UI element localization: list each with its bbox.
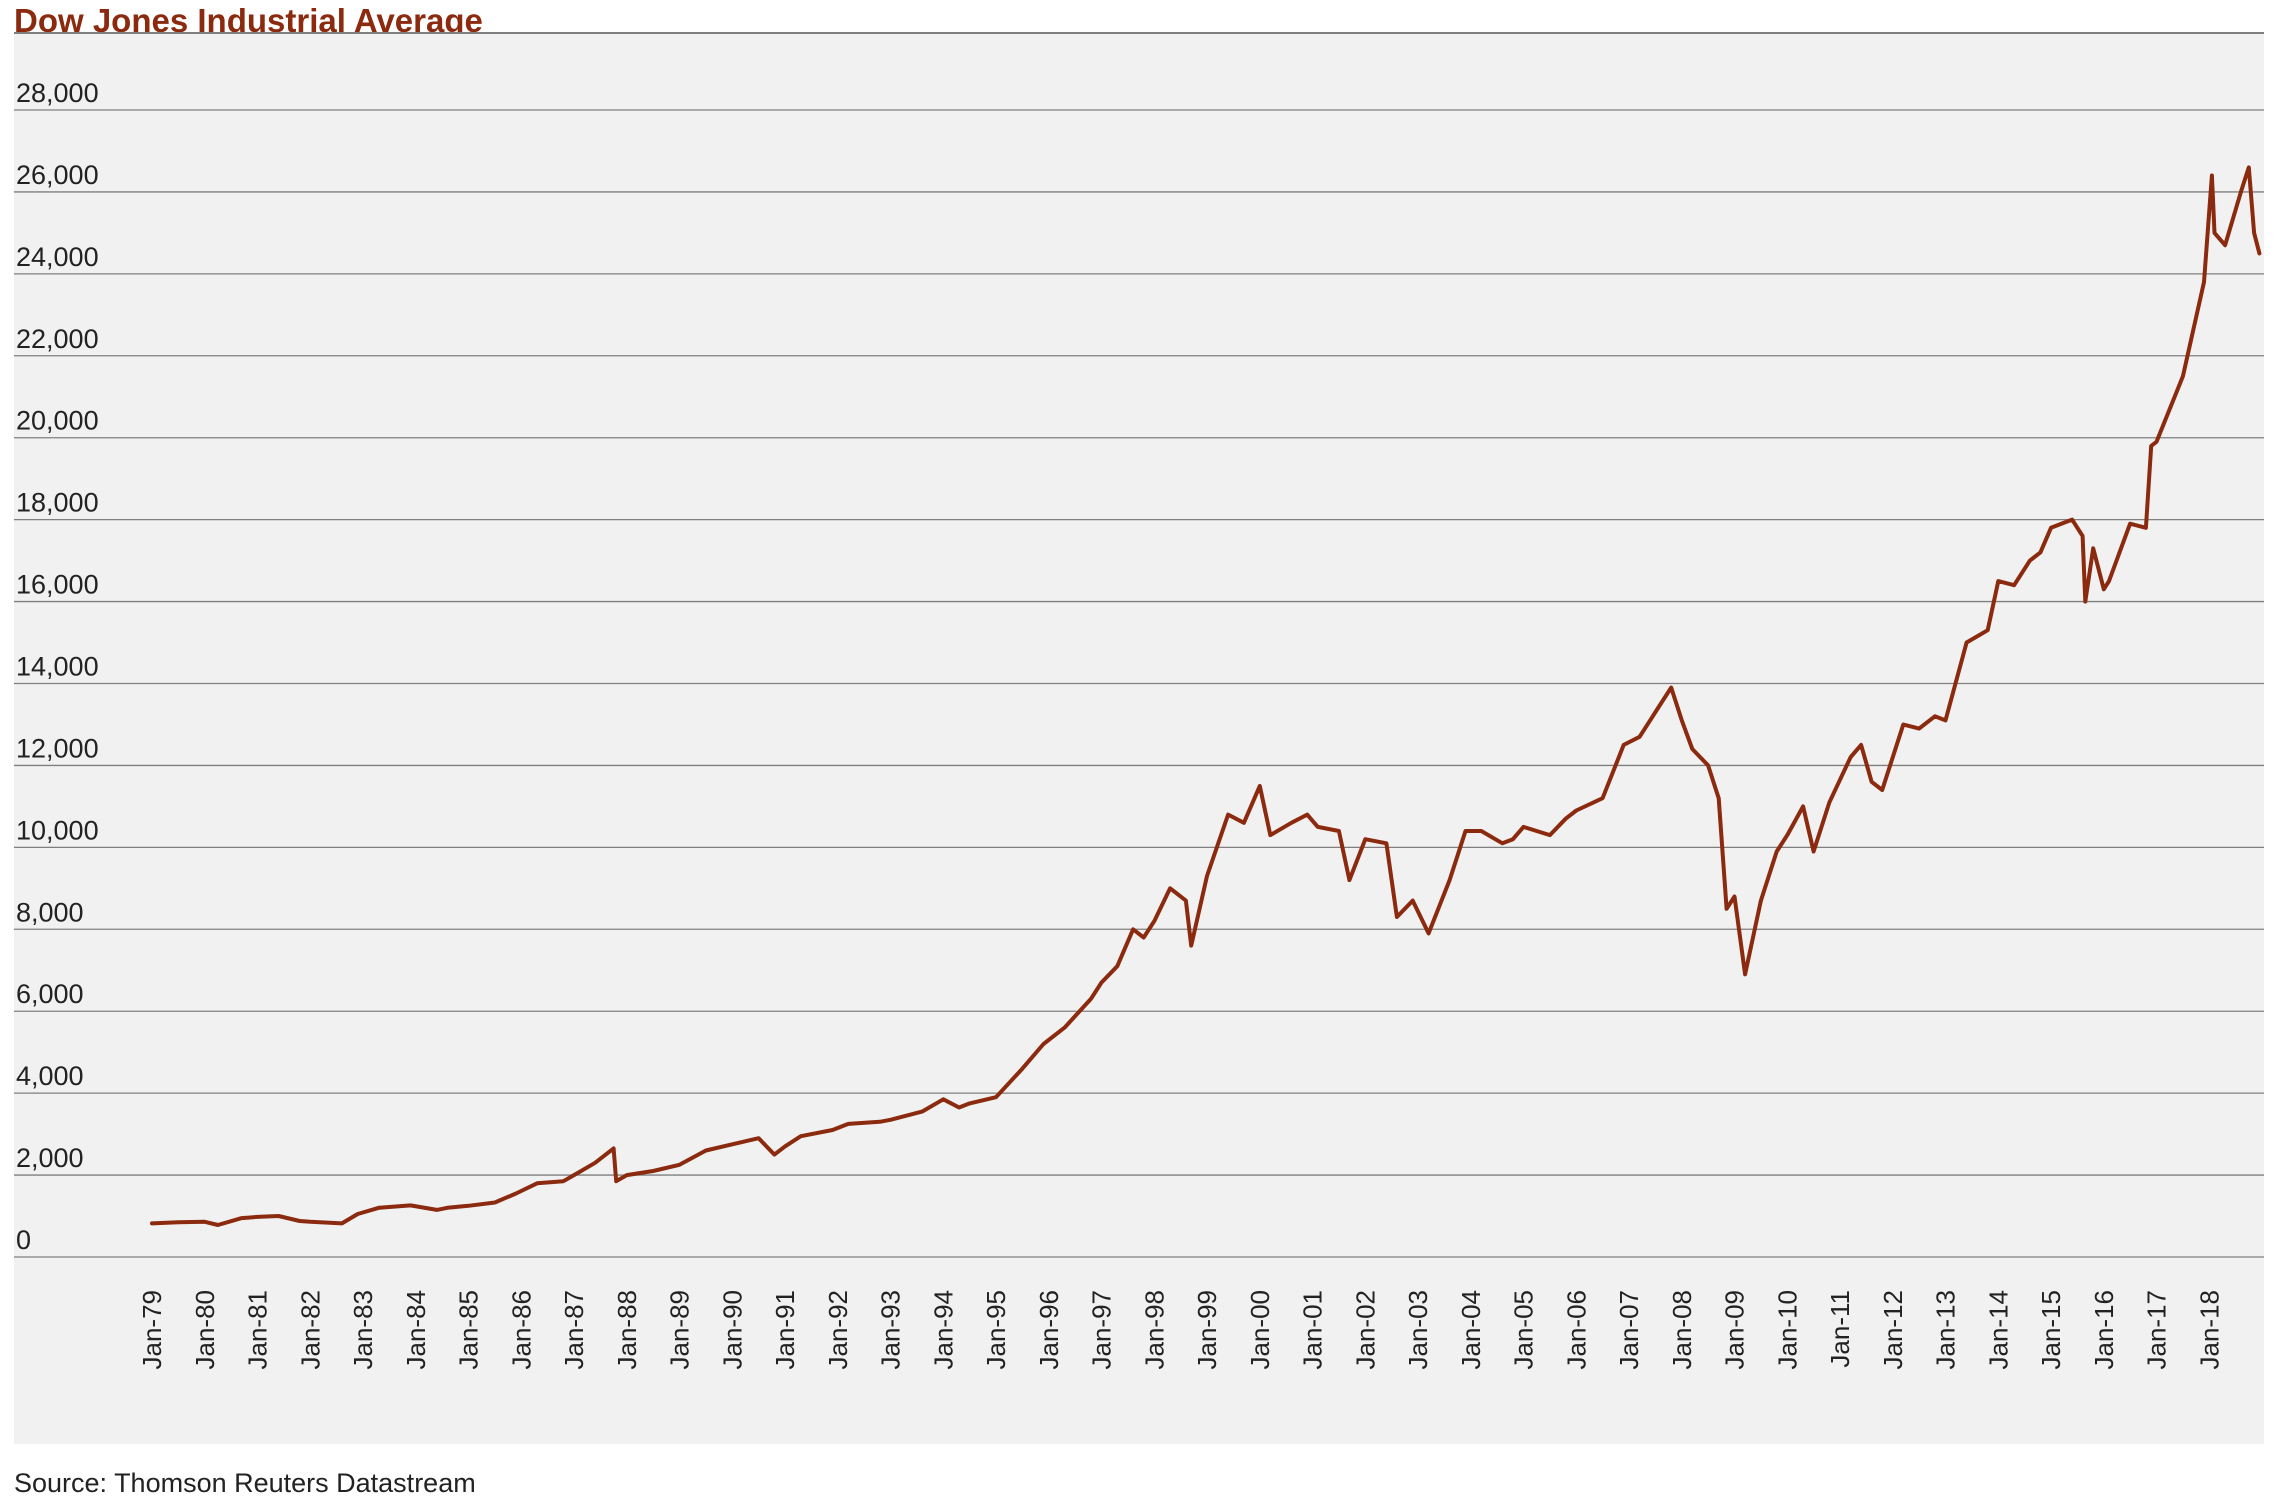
y-axis-tick-labels: 0 2,000 4,000 6,000 8,000 10,000 12,000 14,000 1… (16, 78, 99, 1255)
x-tick-label: Jan-94 (928, 1290, 958, 1370)
y-tick-label: 6,000 (16, 979, 84, 1009)
x-tick-label: Jan-05 (1509, 1290, 1539, 1370)
y-tick-label: 20,000 (16, 406, 99, 436)
x-tick-label: Jan-99 (1192, 1290, 1222, 1370)
y-tick-label: 16,000 (16, 570, 99, 600)
x-tick-label: Jan-03 (1403, 1290, 1433, 1370)
x-tick-label: Jan-83 (348, 1290, 378, 1370)
x-tick-label: Jan-95 (981, 1290, 1011, 1370)
x-tick-label: Jan-85 (454, 1290, 484, 1370)
x-tick-label: Jan-97 (1087, 1290, 1117, 1370)
x-tick-label: Jan-82 (295, 1290, 325, 1370)
x-tick-label: Jan-98 (1139, 1290, 1169, 1370)
y-tick-label: 2,000 (16, 1143, 84, 1173)
source-note: Source: Thomson Reuters Datastream (14, 1468, 476, 1498)
x-tick-label: Jan-11 (1825, 1290, 1855, 1368)
x-tick-label: Jan-06 (1561, 1290, 1591, 1370)
x-tick-label: Jan-14 (1983, 1290, 2013, 1370)
y-tick-label: 14,000 (16, 652, 99, 682)
x-axis-tick-labels: Jan-79 Jan-80 Jan-81 Jan-82 Jan-83 Jan-84 Jan-… (137, 1290, 2224, 1370)
x-tick-label: Jan-80 (190, 1290, 220, 1370)
y-tick-label: 10,000 (16, 815, 99, 845)
series-line (150, 165, 2262, 1227)
x-tick-label: Jan-15 (2036, 1290, 2066, 1370)
x-tick-label: Jan-04 (1456, 1290, 1486, 1370)
x-tick-label: Jan-81 (243, 1290, 273, 1370)
x-tick-label: Jan-02 (1350, 1290, 1380, 1370)
x-tick-label: Jan-91 (770, 1290, 800, 1370)
x-tick-label: Jan-00 (1245, 1290, 1275, 1370)
x-tick-label: Jan-92 (823, 1290, 853, 1370)
x-tick-label: Jan-09 (1720, 1290, 1750, 1370)
x-tick-label: Jan-90 (717, 1290, 747, 1370)
x-tick-label: Jan-01 (1298, 1290, 1328, 1370)
y-tick-label: 28,000 (16, 78, 99, 108)
y-tick-label: 22,000 (16, 324, 99, 354)
gridlines (14, 109, 2264, 1258)
y-tick-label: 4,000 (16, 1061, 84, 1091)
x-tick-label: Jan-86 (506, 1290, 536, 1370)
y-tick-label: 26,000 (16, 160, 99, 190)
x-tick-label: Jan-08 (1667, 1290, 1697, 1370)
x-tick-label: Jan-88 (612, 1290, 642, 1370)
title-rule (14, 32, 2264, 34)
x-tick-label: Jan-84 (401, 1290, 431, 1370)
x-tick-label: Jan-87 (559, 1290, 589, 1370)
y-tick-label: 0 (16, 1225, 31, 1255)
x-tick-label: Jan-89 (665, 1290, 695, 1370)
x-tick-label: Jan-16 (2089, 1290, 2119, 1370)
x-tick-label: Jan-93 (876, 1290, 906, 1370)
x-tick-label: Jan-17 (2142, 1290, 2172, 1370)
x-tick-label: Jan-12 (1878, 1290, 1908, 1370)
x-tick-label: Jan-13 (1931, 1290, 1961, 1370)
y-tick-label: 24,000 (16, 242, 99, 272)
x-tick-label: Jan-79 (137, 1290, 167, 1370)
x-tick-label: Jan-10 (1772, 1290, 1802, 1370)
series-layer (150, 165, 2262, 1227)
y-tick-label: 12,000 (16, 733, 99, 763)
x-tick-label: Jan-96 (1034, 1290, 1064, 1370)
y-tick-label: 18,000 (16, 488, 99, 518)
y-tick-label: 8,000 (16, 897, 84, 927)
x-tick-label: Jan-07 (1614, 1290, 1644, 1370)
x-tick-label: Jan-18 (2194, 1290, 2224, 1370)
